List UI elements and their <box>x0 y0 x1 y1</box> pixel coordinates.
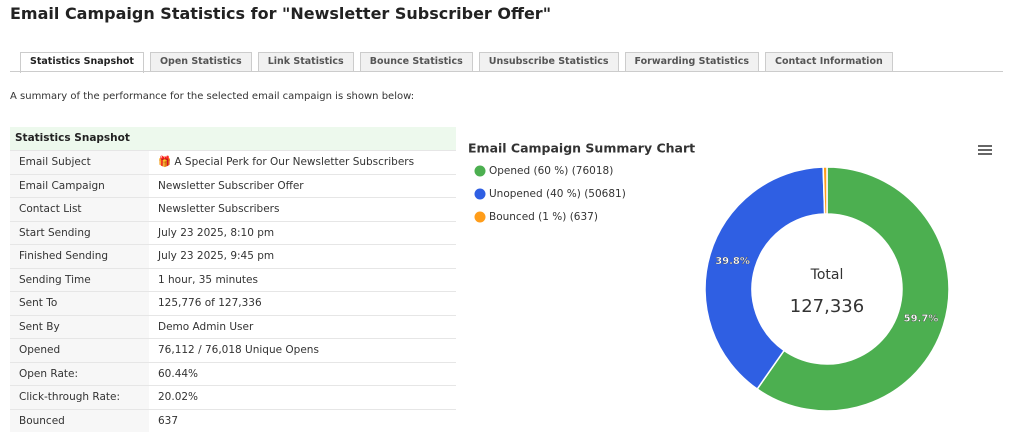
row-value: July 23 2025, 9:45 pm <box>158 250 275 262</box>
legend-label: Unopened (40 %) (50681) <box>489 188 626 200</box>
table-row: Sent To 125,776 of 127,336 <box>10 291 456 315</box>
row-value: 20.02% <box>158 391 199 403</box>
table-row: Start Sending July 23 2025, 8:10 pm <box>10 220 456 244</box>
row-label: Sent To <box>10 292 149 315</box>
table-row: Email Subject 🎁 A Special Perk for Our Ne… <box>10 150 456 174</box>
table-title: Statistics Snapshot <box>10 127 456 150</box>
legend-marker <box>474 188 486 200</box>
legend-label: Opened (60 %) (76018) <box>489 165 613 177</box>
donut-slice <box>822 166 828 215</box>
row-value: 76,112 / 76,018 Unique Opens <box>158 344 319 356</box>
row-label: Email Campaign <box>10 174 149 197</box>
row-value: 🎁 A Special Perk for Our Newsletter Subs… <box>158 156 415 168</box>
row-label: Contact List <box>10 198 149 221</box>
tab-divider <box>10 71 1003 72</box>
chart-menu[interactable] <box>978 145 992 155</box>
legend-item[interactable]: Unopened (40 %) (50681) <box>474 188 626 200</box>
tab[interactable]: Unsubscribe Statistics <box>478 52 619 72</box>
tab[interactable]: Bounce Statistics <box>359 52 473 72</box>
row-label: Start Sending <box>10 221 149 244</box>
row-label: Email Subject <box>10 151 149 174</box>
donut-slice <box>756 166 950 412</box>
row-value: Demo Admin User <box>158 320 254 333</box>
row-label: Bounced <box>10 409 149 432</box>
row-value: 60.44% <box>158 367 199 380</box>
row-value: 1 hour, 35 minutes <box>158 273 258 286</box>
tab[interactable]: Open Statistics <box>149 52 252 72</box>
row-label: Sent By <box>10 315 149 338</box>
table-row: Bounced 637 <box>10 408 456 432</box>
tab[interactable]: Forwarding Statistics <box>624 52 759 72</box>
page-title: Email Campaign Statistics for "Newslette… <box>10 4 552 23</box>
stats-table: Statistics Snapshot Email Subject 🎁 A Spe… <box>10 127 456 432</box>
legend-item[interactable]: Bounced (1 %) (637) <box>474 211 598 223</box>
data-label: 39.8% <box>715 256 750 267</box>
row-value: Newsletter Subscriber Offer <box>158 179 304 192</box>
row-value: Newsletter Subscribers <box>158 203 280 215</box>
table-row: Sending Time 1 hour, 35 minutes <box>10 267 456 291</box>
row-value: July 23 2025, 8:10 pm <box>158 226 275 239</box>
table-row: Open Rate: 60.44% <box>10 361 456 385</box>
summary-text: A summary of the performance for the sel… <box>10 91 415 102</box>
center-title: Total <box>810 267 844 283</box>
table-row: Opened 76,112 / 76,018 Unique Opens <box>10 338 456 362</box>
table-row: Finished Sending July 23 2025, 9:45 pm <box>10 244 456 268</box>
donut-slice <box>704 166 826 391</box>
tab-bar: Statistics Snapshot Open Statistics Link S… <box>20 52 893 73</box>
row-label: Finished Sending <box>10 245 149 268</box>
legend-label: Bounced (1 %) (637) <box>489 211 598 223</box>
table-row: Email Campaign Newsletter Subscriber Offe… <box>10 173 456 197</box>
table-row: Click-through Rate: 20.02% <box>10 385 456 409</box>
row-value: 125,776 of 127,336 <box>158 297 262 309</box>
row-label: Sending Time <box>10 268 149 291</box>
row-value: 637 <box>158 414 179 427</box>
data-label: 59.7% <box>904 314 939 325</box>
legend-marker <box>474 165 486 177</box>
tab[interactable]: Link Statistics <box>257 52 354 72</box>
center-total: 127,336 <box>790 296 864 317</box>
row-label: Opened <box>10 339 149 362</box>
table-row: Sent By Demo Admin User <box>10 314 456 338</box>
row-label: Open Rate: <box>10 362 149 385</box>
row-label: Click-through Rate: <box>10 386 149 409</box>
table-row: Contact List Newsletter Subscribers <box>10 197 456 221</box>
legend-marker <box>474 211 486 223</box>
legend-item[interactable]: Opened (60 %) (76018) <box>474 165 614 177</box>
tab[interactable]: Statistics Snapshot <box>20 52 144 73</box>
chart-title: Email Campaign Summary Chart <box>468 141 695 156</box>
tab[interactable]: Contact Information <box>765 52 893 72</box>
